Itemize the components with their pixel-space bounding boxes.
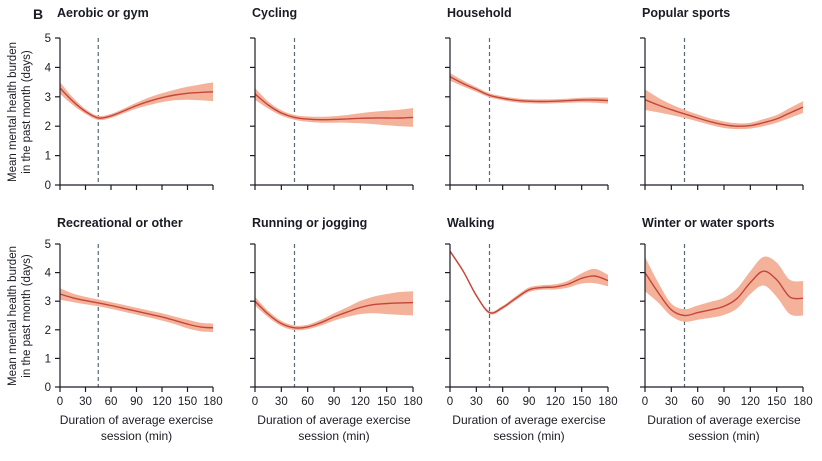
x-tick-label: 30 (665, 396, 678, 408)
x-tick-label: 60 (301, 396, 314, 408)
panel-plot-recreational-or-other: 0 1 2 3 4 5 0 30 60 90 120 150 180 (45, 239, 223, 408)
x-tick-label: 150 (572, 396, 591, 408)
x-axis-label-line2: session (min) (100, 429, 173, 443)
panel-title-household: Household (447, 6, 512, 20)
panel-title-running-or-jogging: Running or jogging (252, 216, 368, 230)
x-tick-label: 0 (57, 396, 63, 408)
x-tick-label: 0 (642, 396, 648, 408)
x-tick-label: 30 (470, 396, 483, 408)
x-tick-label: 120 (351, 396, 370, 408)
y-tick-label: 3 (45, 92, 51, 104)
confidence-band-cycling (255, 88, 413, 127)
y-tick-label: 0 (45, 382, 51, 394)
mean-line-running-or-jogging (254, 300, 414, 329)
panel-title-cycling: Cycling (252, 6, 298, 20)
x-axis-label-line2: session (min) (298, 429, 370, 443)
x-axis-label-line1: Duration of average exercise (257, 413, 411, 427)
x-axis-label-walking: Duration of average exercise session (min… (434, 412, 624, 444)
panel-plot-aerobic-or-gym: 0 1 2 3 4 5 (45, 33, 214, 192)
x-axis-label-line1: Duration of average exercise (59, 413, 214, 427)
x-axis-label-line2: session (min) (493, 429, 565, 443)
x-tick-label: 60 (691, 396, 704, 408)
y-tick-label: 1 (45, 353, 51, 365)
mean-line-household (449, 76, 609, 103)
x-tick-label: 0 (252, 396, 258, 408)
panel-plot-household (445, 37, 609, 190)
x-tick-label: 180 (203, 396, 222, 408)
mean-line-cycling (254, 93, 414, 121)
x-tick-label: 150 (767, 396, 786, 408)
confidence-band-running-or-jogging (255, 291, 413, 331)
y-tick-label: 5 (45, 239, 51, 251)
confidence-band-walking (450, 249, 608, 315)
y-axis-label-row2: Mean mental health burden in the past mo… (6, 231, 36, 401)
x-tick-label: 90 (718, 396, 731, 408)
panel-title-winter-or-water-sports: Winter or water sports (642, 216, 775, 230)
x-axis-label-line2: session (min) (688, 429, 760, 443)
panel-plot-running-or-jogging: 0 30 60 90 120 150 180 (250, 243, 423, 408)
panel-title-aerobic-or-gym: Aerobic or gym (57, 6, 149, 20)
x-tick-label: 120 (152, 396, 171, 408)
x-tick-label: 120 (546, 396, 565, 408)
panel-title-recreational-or-other: Recreational or other (57, 216, 183, 230)
x-tick-label: 90 (523, 396, 536, 408)
x-tick-label: 120 (741, 396, 760, 408)
panel-plot-walking: 0 30 60 90 120 150 180 (445, 243, 618, 408)
x-tick-label: 60 (496, 396, 509, 408)
x-tick-label: 180 (598, 396, 617, 408)
y-tick-label: 2 (45, 121, 51, 133)
x-tick-label: 180 (793, 396, 812, 408)
x-tick-label: 150 (377, 396, 396, 408)
y-tick-label: 0 (45, 180, 51, 192)
x-tick-label: 90 (130, 396, 143, 408)
y-axis-label-line2: in the past month (days) (21, 50, 33, 174)
mean-line-winter-or-water-sports (644, 270, 804, 317)
confidence-band-aerobic-or-gym (60, 82, 213, 121)
confidence-band-popular-sports (645, 89, 803, 130)
x-tick-label: 150 (178, 396, 197, 408)
panel-plot-cycling (250, 37, 414, 190)
panel-plot-winter-or-water-sports: 0 30 60 90 120 150 180 (640, 243, 813, 408)
y-tick-label: 4 (45, 62, 52, 74)
x-tick-label: 0 (447, 396, 453, 408)
y-tick-label: 2 (45, 325, 51, 337)
x-axis-label-line1: Duration of average exercise (647, 413, 801, 427)
mean-line-recreational-or-other (59, 293, 214, 329)
panel-title-walking: Walking (447, 216, 495, 230)
x-axis-label-recreational-or-other: Duration of average exercise session (min… (42, 412, 232, 444)
y-axis-label-line1: Mean mental health burden (7, 246, 19, 387)
x-tick-label: 30 (79, 396, 92, 408)
y-axis-label-line1: Mean mental health burden (7, 42, 19, 183)
y-axis-label-row1: Mean mental health burden in the past mo… (6, 27, 36, 197)
x-axis-label-winter-or-water-sports: Duration of average exercise session (min… (629, 412, 819, 444)
y-tick-label: 1 (45, 151, 51, 163)
x-tick-label: 180 (403, 396, 422, 408)
panel-plot-popular-sports (640, 37, 804, 190)
y-tick-label: 4 (45, 268, 52, 280)
x-axis-label-line1: Duration of average exercise (452, 413, 606, 427)
x-tick-label: 30 (275, 396, 288, 408)
x-tick-label: 90 (328, 396, 341, 408)
mean-line-popular-sports (644, 99, 804, 127)
confidence-band-recreational-or-other (60, 288, 213, 333)
panel-letter: B (33, 6, 44, 22)
x-tick-label: 60 (105, 396, 118, 408)
y-tick-label: 5 (45, 33, 51, 45)
x-axis-label-running-or-jogging: Duration of average exercise session (min… (239, 412, 429, 444)
panel-title-popular-sports: Popular sports (642, 6, 731, 20)
y-axis-label-line2: in the past month (days) (21, 254, 33, 378)
mean-line-walking (449, 250, 609, 314)
confidence-band-winter-or-water-sports (645, 256, 803, 322)
mean-line-aerobic-or-gym (59, 87, 214, 119)
y-tick-label: 3 (45, 296, 51, 308)
